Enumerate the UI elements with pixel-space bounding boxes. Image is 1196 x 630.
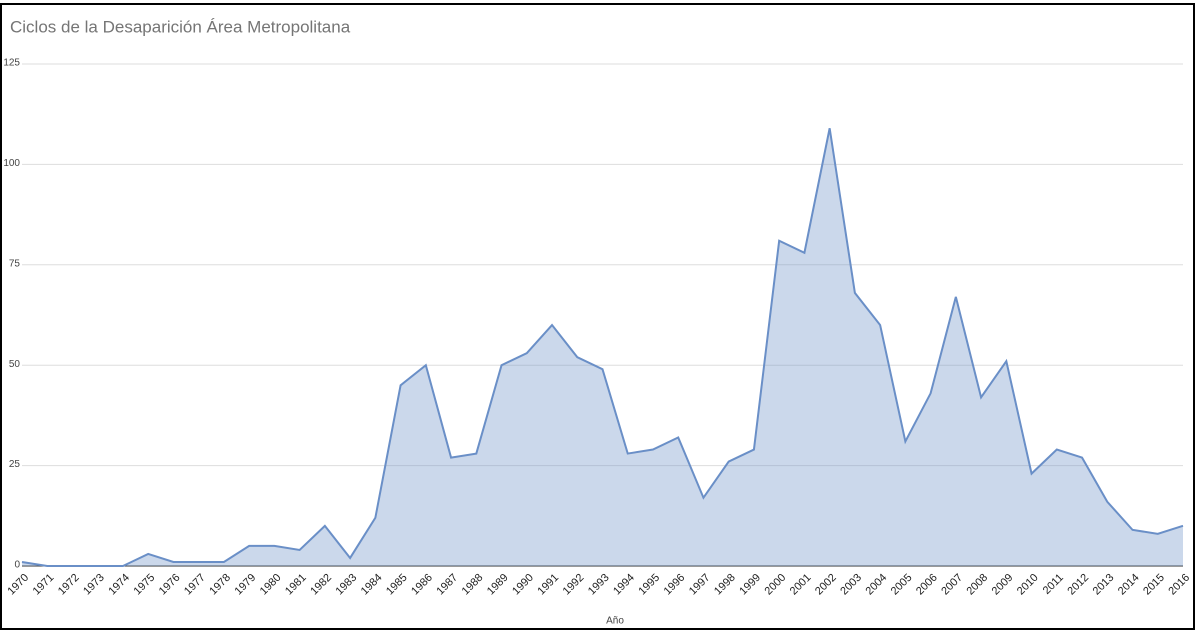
- x-axis-label: Año: [606, 616, 624, 627]
- y-tick-label: 25: [9, 459, 21, 470]
- chart-title: Ciclos de la Desaparición Área Metropoli…: [10, 17, 351, 36]
- y-tick-label: 75: [9, 258, 21, 269]
- y-tick-label: 0: [14, 560, 20, 571]
- y-tick-label: 100: [3, 158, 20, 169]
- area-line: [21, 128, 1184, 567]
- frame: [0, 3, 1195, 630]
- y-tick-label: 125: [3, 58, 20, 69]
- y-tick-label: 50: [9, 359, 21, 370]
- area-fill: [22, 128, 1183, 567]
